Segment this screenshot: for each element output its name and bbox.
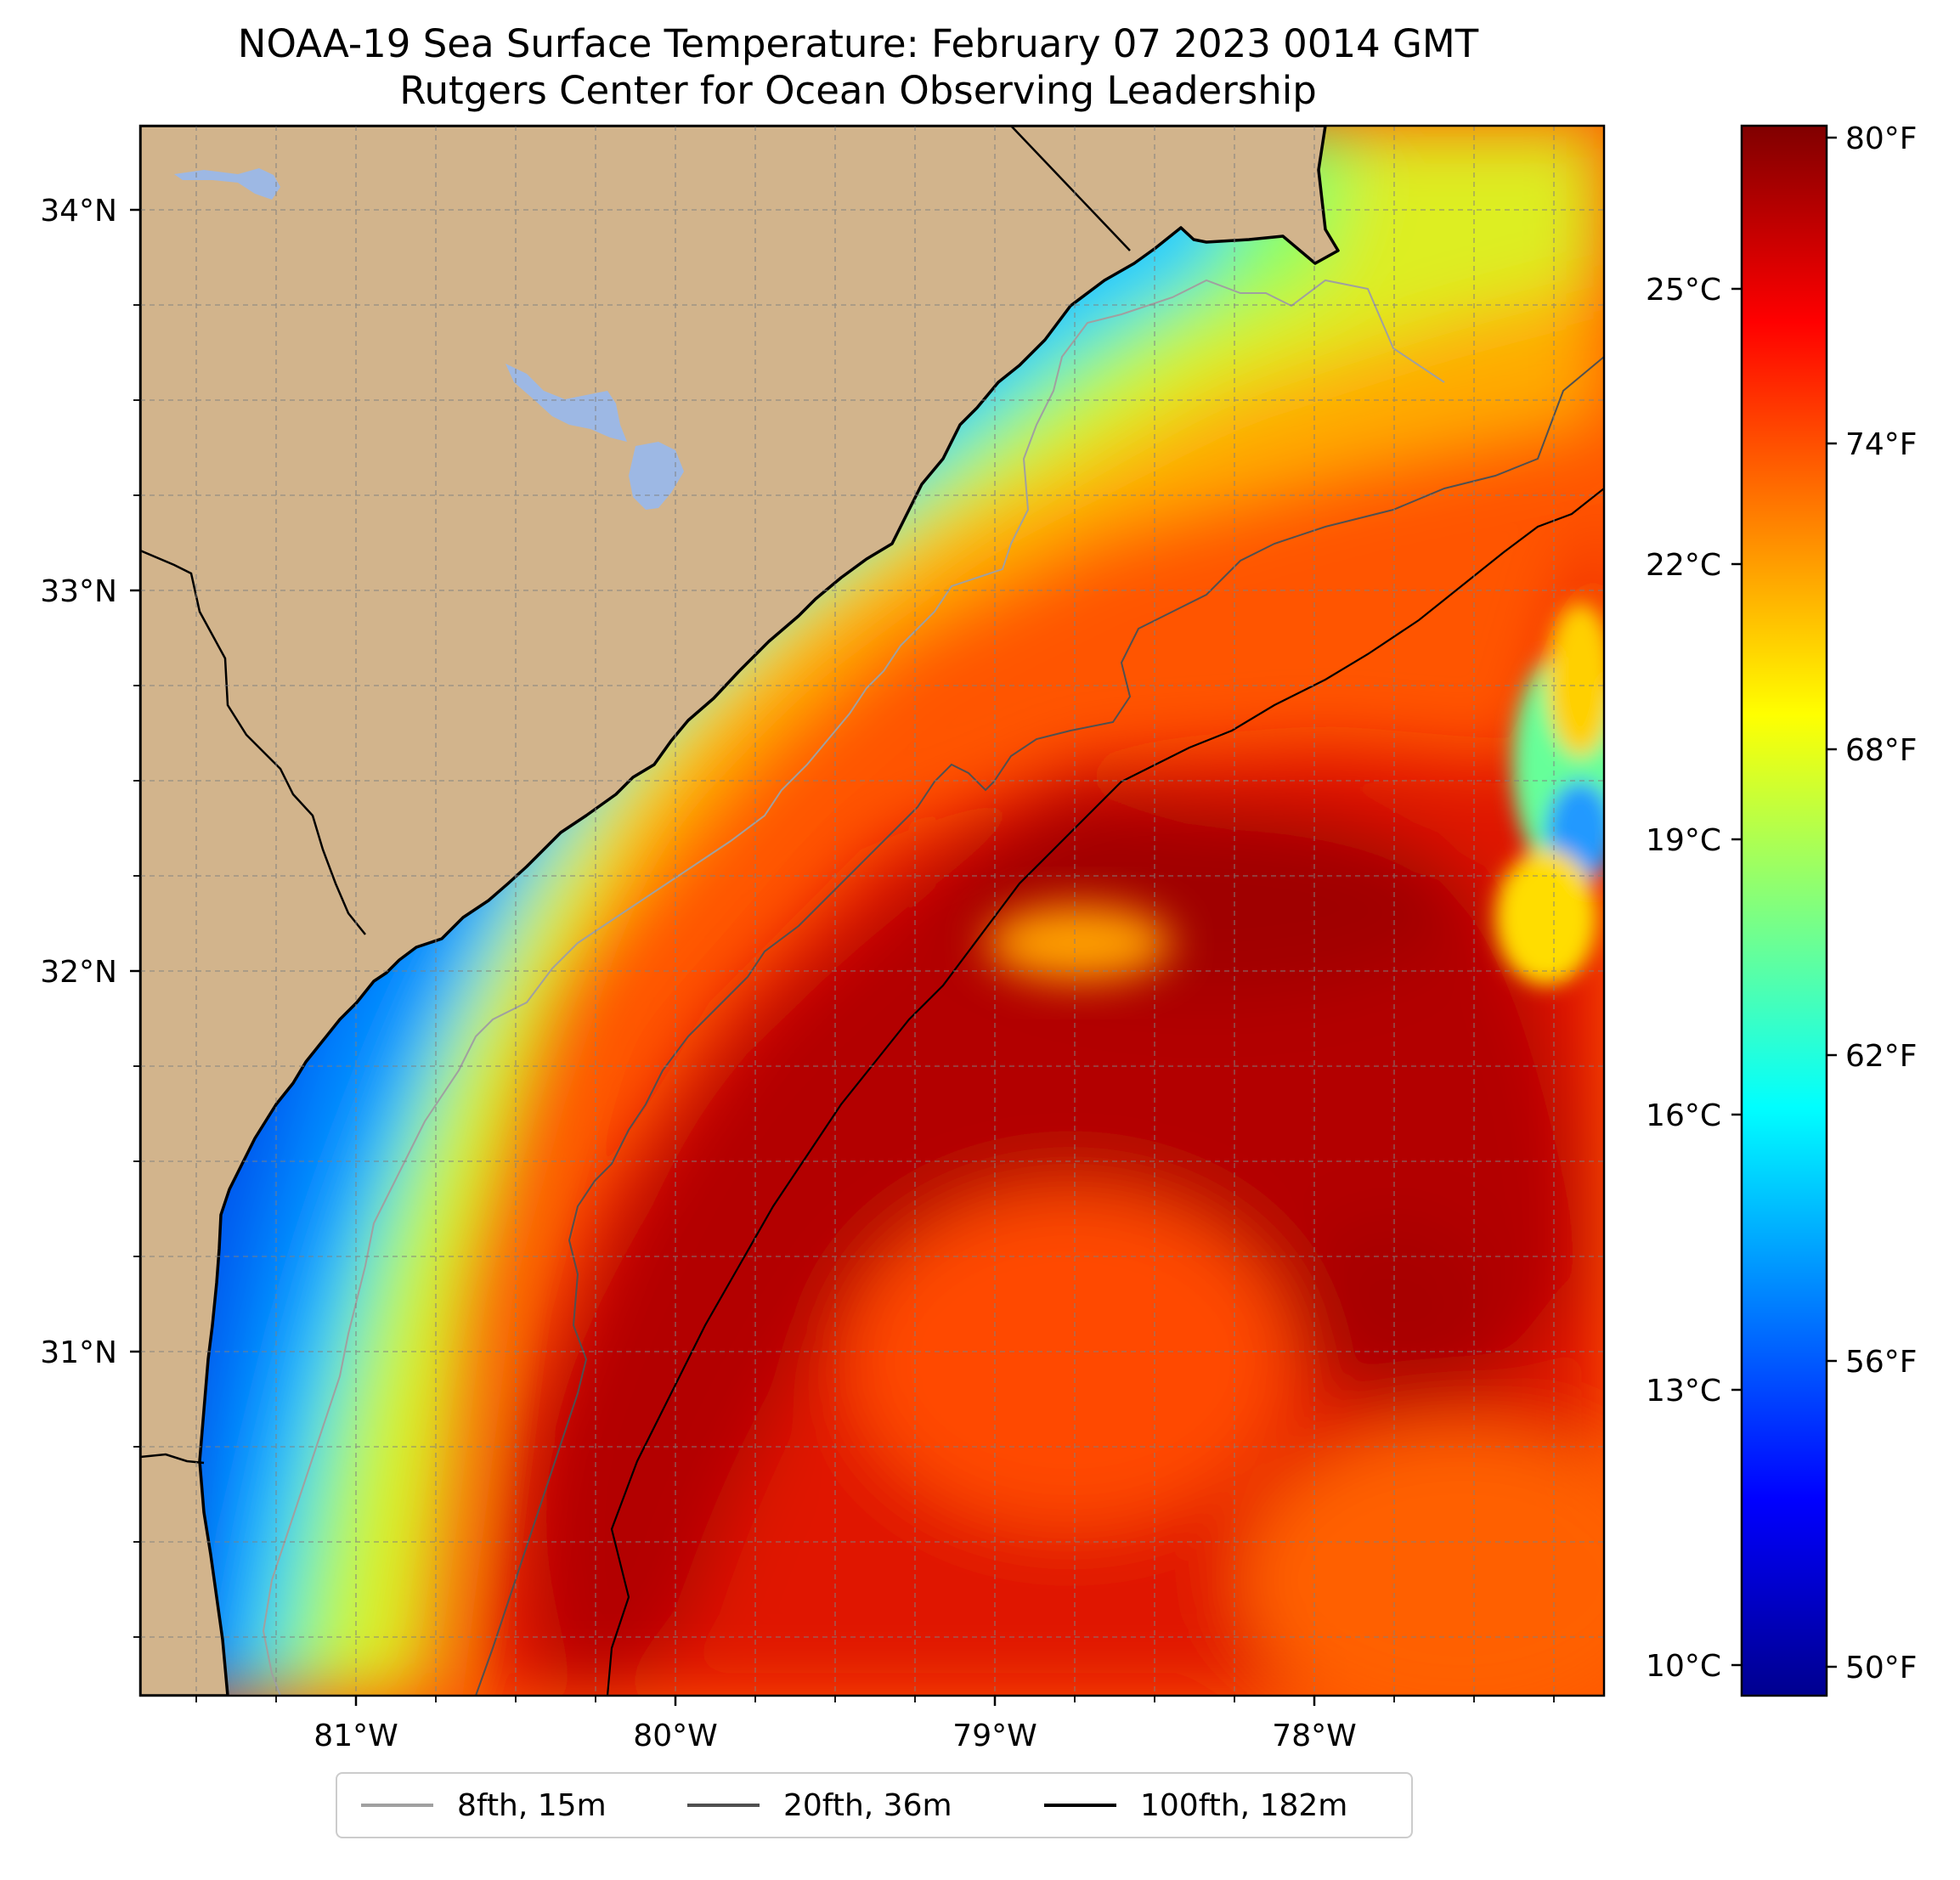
colorbar-label-13c: 13°C (1646, 1374, 1721, 1409)
colorbar-label-10c: 10°C (1646, 1649, 1721, 1684)
colorbar-label-22c: 22°C (1646, 548, 1721, 583)
lake-marion (506, 364, 627, 442)
colorbar-label-25c: 25°C (1646, 273, 1721, 308)
lake-moultrie (629, 442, 684, 510)
colorbar-fahrenheit-ticks (1827, 136, 1837, 1668)
title-line-2: Rutgers Center for Ocean Observing Leade… (399, 68, 1317, 113)
colorbar-celsius-ticks (1731, 287, 1742, 1667)
title-line-1: NOAA-19 Sea Surface Temperature: Februar… (237, 21, 1479, 66)
isobath-36m (475, 356, 1604, 1696)
legend-swatch-100fth (1044, 1804, 1116, 1807)
legend-label-8fth: 8fth, 15m (457, 1787, 607, 1823)
map-gridlines (140, 126, 1604, 1696)
lon-minor-ticks (195, 1696, 1555, 1702)
lake-shape (174, 168, 280, 200)
map-panel (140, 126, 1604, 1696)
warm-eddy (986, 905, 1172, 981)
land-mass (140, 126, 1340, 1696)
legend-swatch-20fth (687, 1804, 760, 1807)
legend-item-8fth: 8fth, 15m (361, 1774, 607, 1837)
isobath-15m (262, 279, 1445, 1696)
cloud-speckle-zone (1495, 603, 1604, 985)
lon-label-79: 79°W (952, 1719, 1036, 1753)
lat-label-34: 34°N (40, 194, 117, 229)
legend-item-100fth: 100fth, 182m (1044, 1774, 1347, 1837)
lon-label-81: 81°W (313, 1719, 398, 1753)
lon-major-ticks (354, 1696, 1316, 1706)
legend-label-100fth: 100fth, 182m (1140, 1787, 1348, 1823)
lat-minor-ticks (133, 304, 140, 1638)
colorbar-label-68f: 68°F (1845, 733, 1918, 768)
state-borders (140, 126, 1131, 1465)
legend-item-20fth: 20fth, 36m (687, 1774, 952, 1837)
lat-label-31: 31°N (40, 1335, 117, 1370)
map-frame (138, 124, 1606, 1697)
lon-label-80: 80°W (633, 1719, 717, 1753)
colorbar-label-16c: 16°C (1646, 1098, 1721, 1133)
isobath-182m (606, 488, 1604, 1696)
lon-label-78: 78°W (1272, 1719, 1356, 1753)
colorbar-label-62f: 62°F (1845, 1039, 1918, 1074)
legend-swatch-8fth (361, 1804, 433, 1807)
colorbar-label-50f: 50°F (1845, 1651, 1918, 1685)
colorbar-label-80f: 80°F (1845, 121, 1918, 156)
colorbar (1740, 124, 1828, 1697)
colorbar-label-56f: 56°F (1845, 1345, 1918, 1380)
lat-label-33: 33°N (40, 574, 117, 609)
colorbar-label-19c: 19°C (1646, 823, 1721, 858)
lat-major-ticks (130, 208, 140, 1353)
colorbar-label-74f: 74°F (1845, 427, 1918, 462)
isobath-legend: 8fth, 15m 20fth, 36m 100fth, 182m (336, 1772, 1413, 1838)
lat-label-32: 32°N (40, 955, 117, 990)
isobath-contours (262, 279, 1604, 1696)
map-title: NOAA-19 Sea Surface Temperature: Februar… (0, 20, 1716, 114)
legend-label-20fth: 20fth, 36m (783, 1787, 952, 1823)
